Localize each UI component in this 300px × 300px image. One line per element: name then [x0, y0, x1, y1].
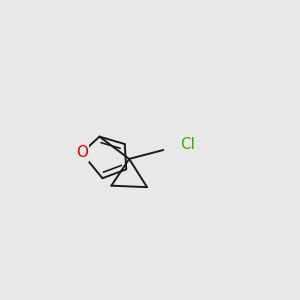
Text: O: O: [76, 146, 88, 160]
Text: Cl: Cl: [180, 136, 195, 152]
